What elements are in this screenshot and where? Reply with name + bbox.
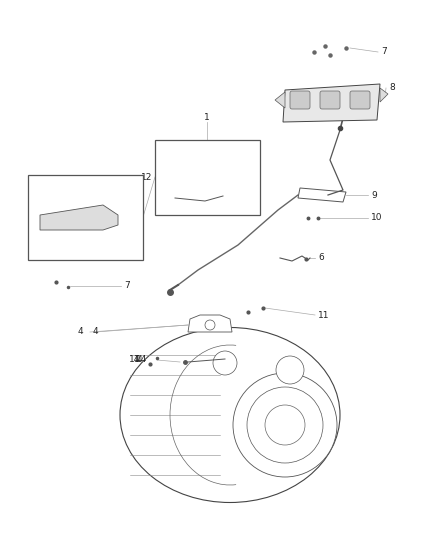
- Text: 12: 12: [141, 173, 152, 182]
- Circle shape: [233, 373, 337, 477]
- Circle shape: [213, 351, 237, 375]
- Circle shape: [247, 387, 323, 463]
- Text: 8: 8: [389, 84, 395, 93]
- Ellipse shape: [120, 327, 340, 503]
- FancyBboxPatch shape: [350, 91, 370, 109]
- FancyBboxPatch shape: [320, 91, 340, 109]
- Text: 11: 11: [318, 311, 329, 319]
- Text: 10: 10: [371, 214, 382, 222]
- Polygon shape: [40, 205, 118, 230]
- Polygon shape: [275, 92, 285, 108]
- Circle shape: [205, 320, 215, 330]
- Text: 7: 7: [381, 47, 387, 56]
- Text: 4: 4: [78, 327, 83, 336]
- Text: 9: 9: [371, 190, 377, 199]
- Text: 2: 2: [171, 154, 175, 163]
- Circle shape: [265, 405, 305, 445]
- Text: 1: 1: [204, 114, 210, 123]
- Text: 3: 3: [229, 154, 233, 163]
- Bar: [155, 140, 260, 215]
- Polygon shape: [298, 188, 346, 202]
- Bar: [28, 175, 143, 260]
- Text: 7: 7: [124, 281, 130, 290]
- FancyBboxPatch shape: [290, 91, 310, 109]
- Circle shape: [276, 356, 304, 384]
- Text: 13: 13: [100, 243, 110, 252]
- Polygon shape: [380, 88, 388, 102]
- Text: 14: 14: [134, 356, 143, 365]
- Text: 14: 14: [136, 356, 147, 365]
- Text: 5: 5: [228, 360, 234, 369]
- Text: 6: 6: [318, 254, 324, 262]
- Text: 4: 4: [93, 327, 99, 336]
- Text: 14: 14: [129, 354, 140, 364]
- Polygon shape: [188, 315, 232, 332]
- Polygon shape: [283, 84, 380, 122]
